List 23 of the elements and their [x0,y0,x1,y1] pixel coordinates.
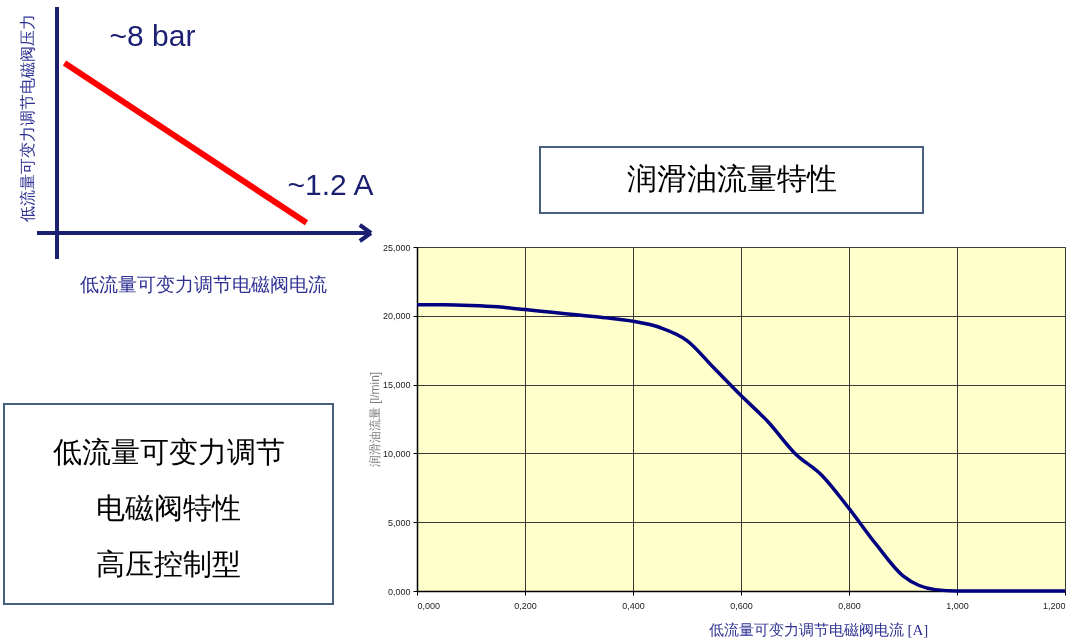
x-tick-label: 1,200 [1042,600,1066,611]
x-axis-title: 低流量可变力调节电磁阀电流 [A] [708,621,929,638]
y-axis-title: 润滑油流量 [l/min] [367,371,382,468]
text: 电磁阀特性 [96,492,241,524]
y-tick-label: 5,000 [387,517,411,528]
y-tick-label: 10,000 [382,448,411,459]
text: 低流量可变力调节 [52,436,285,468]
text: 高压控制型 [96,548,241,580]
x-axis-title: 低流量可变力调节电磁阀电流 [80,273,327,295]
y-tick-label: 15,000 [382,380,411,391]
y-tick-label: 20,000 [382,311,411,322]
chart-title: 润滑油流量特性 [626,162,837,195]
x-tick-label: 0,200 [514,600,537,611]
annotation: ~1.2 A [287,167,374,201]
x-tick-label: 0,000 [417,600,441,611]
text: ~8 bar [109,19,196,53]
y-axis-title: 低流量可变力调节电磁阀压力 [18,13,36,222]
y-tick-label: 25,000 [382,242,411,253]
x-tick-label: 0,800 [838,600,861,611]
x-tick-label: 0,400 [622,600,645,611]
x-tick-label: 1,000 [946,600,969,611]
x-tick-label: 0,600 [730,600,753,611]
y-tick-label: 0,000 [387,586,411,597]
